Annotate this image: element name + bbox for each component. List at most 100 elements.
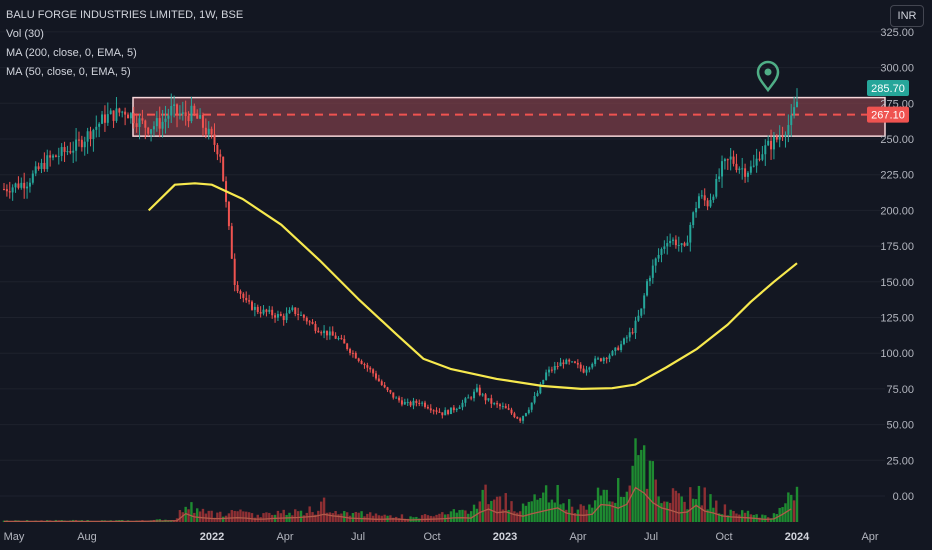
currency-button[interactable]: INR bbox=[890, 5, 924, 27]
candle bbox=[602, 356, 605, 364]
volume-bar bbox=[420, 515, 424, 522]
candle bbox=[167, 108, 170, 129]
candle bbox=[559, 357, 562, 367]
volume-bar bbox=[691, 498, 695, 522]
candle bbox=[536, 390, 539, 397]
volume-bar bbox=[694, 499, 698, 522]
candle-body bbox=[392, 392, 395, 398]
candle bbox=[239, 289, 242, 299]
candle bbox=[510, 407, 513, 415]
candle bbox=[752, 154, 755, 168]
candle-body bbox=[190, 105, 193, 122]
candle-body bbox=[663, 246, 666, 250]
candle bbox=[279, 311, 282, 317]
price-badge-box bbox=[867, 80, 909, 97]
candle bbox=[3, 182, 5, 191]
candle-body bbox=[496, 403, 499, 405]
candle bbox=[611, 349, 614, 357]
candle bbox=[585, 365, 588, 376]
candle-body bbox=[657, 254, 660, 259]
candle bbox=[34, 161, 37, 177]
candle bbox=[349, 347, 352, 356]
volume-bar bbox=[628, 485, 631, 522]
candle-body bbox=[530, 402, 533, 410]
volume-bar bbox=[360, 511, 363, 522]
candle-body bbox=[173, 104, 176, 107]
volume-bar bbox=[622, 496, 626, 522]
candle bbox=[539, 381, 542, 395]
candle-body bbox=[746, 172, 749, 177]
candle bbox=[199, 108, 202, 120]
candle bbox=[89, 126, 92, 147]
price-tick-label: 300.00 bbox=[880, 63, 914, 75]
candle bbox=[8, 181, 11, 199]
candle bbox=[565, 358, 568, 365]
candle-body bbox=[674, 239, 677, 246]
volume-bar bbox=[325, 512, 329, 522]
volume-bar bbox=[654, 479, 657, 522]
candle bbox=[308, 320, 311, 326]
volume-bar bbox=[230, 510, 234, 522]
zone-rect bbox=[132, 96, 886, 137]
candle bbox=[86, 127, 89, 154]
candle-body bbox=[588, 367, 591, 370]
candle bbox=[147, 126, 150, 137]
price-badge: 267.10 bbox=[867, 106, 909, 123]
candle-body bbox=[461, 402, 464, 408]
time-tick-label: Jul bbox=[351, 531, 365, 543]
candle-body bbox=[337, 338, 340, 340]
resistance-zone bbox=[132, 96, 886, 137]
price-badge: 285.70 bbox=[867, 80, 909, 97]
candle bbox=[530, 402, 533, 413]
volume-bar bbox=[331, 513, 334, 522]
volume-bar bbox=[518, 511, 522, 522]
candle-body bbox=[646, 281, 649, 296]
candle bbox=[478, 384, 481, 397]
candle bbox=[135, 113, 138, 133]
candle bbox=[550, 366, 553, 373]
volume-bar bbox=[596, 487, 600, 522]
candle-body bbox=[418, 402, 421, 404]
volume-bar bbox=[657, 496, 660, 522]
candle-body bbox=[643, 295, 646, 309]
candle bbox=[124, 107, 127, 126]
volume-bar bbox=[322, 497, 326, 522]
candle-body bbox=[527, 409, 530, 414]
volume-bar bbox=[320, 501, 323, 522]
candle-body bbox=[147, 127, 150, 134]
candle-body bbox=[103, 114, 106, 123]
candle-body bbox=[331, 331, 334, 336]
candle bbox=[695, 201, 698, 218]
candle bbox=[562, 359, 565, 369]
candle bbox=[680, 242, 683, 253]
candle-body bbox=[501, 406, 504, 408]
candle-body bbox=[455, 408, 458, 411]
price-badge-label: 267.10 bbox=[871, 110, 905, 122]
price-badge-label: 285.70 bbox=[871, 83, 905, 95]
volume-bar bbox=[196, 508, 199, 522]
volume-bar bbox=[178, 510, 182, 522]
candle-body bbox=[573, 361, 576, 363]
location-marker-icon bbox=[756, 60, 780, 93]
candle-body bbox=[556, 366, 559, 368]
volume-bar bbox=[513, 511, 516, 522]
candle bbox=[573, 360, 576, 364]
candle bbox=[651, 259, 654, 284]
candle bbox=[109, 108, 112, 115]
volume-bar bbox=[268, 512, 271, 522]
candle bbox=[80, 135, 83, 152]
volume-bar bbox=[634, 438, 637, 522]
candle-body bbox=[135, 123, 138, 127]
candle-body bbox=[141, 118, 144, 121]
candle bbox=[346, 342, 349, 351]
candle bbox=[672, 237, 675, 245]
candle-body bbox=[651, 265, 654, 278]
candle-body bbox=[308, 321, 311, 323]
candle-body bbox=[259, 312, 262, 314]
volume-bar bbox=[498, 496, 502, 522]
candle-body bbox=[718, 176, 721, 179]
volume-bar bbox=[547, 502, 551, 522]
candle-body bbox=[377, 378, 380, 382]
candle-body bbox=[524, 413, 527, 416]
